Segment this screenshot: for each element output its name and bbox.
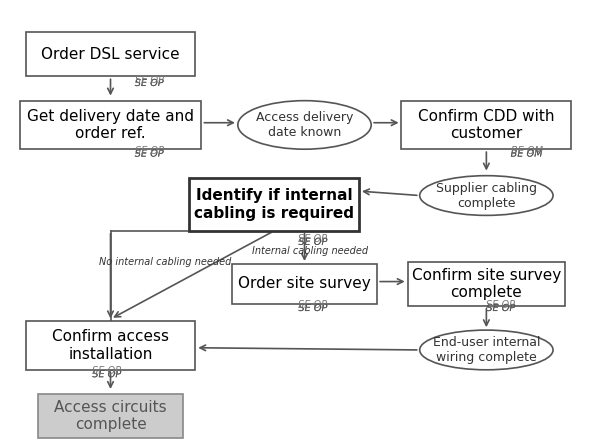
Text: Confirm site survey
complete: Confirm site survey complete bbox=[412, 268, 561, 300]
Text: SE OP: SE OP bbox=[298, 234, 328, 244]
Text: BE OM: BE OM bbox=[510, 149, 543, 159]
FancyBboxPatch shape bbox=[26, 321, 195, 370]
Text: Access delivery
date known: Access delivery date known bbox=[256, 111, 353, 139]
FancyBboxPatch shape bbox=[38, 394, 183, 438]
Text: SE OP: SE OP bbox=[135, 78, 164, 88]
Ellipse shape bbox=[420, 330, 553, 370]
Text: Get delivery date and
order ref.: Get delivery date and order ref. bbox=[27, 109, 194, 141]
FancyBboxPatch shape bbox=[26, 32, 195, 76]
Text: Supplier cabling
complete: Supplier cabling complete bbox=[436, 182, 537, 210]
FancyBboxPatch shape bbox=[232, 264, 377, 304]
Text: SE OP: SE OP bbox=[93, 366, 121, 376]
Text: Identify if internal
cabling is required: Identify if internal cabling is required bbox=[194, 188, 354, 221]
Text: Order DSL service: Order DSL service bbox=[41, 47, 180, 62]
Text: SE OP: SE OP bbox=[135, 146, 164, 155]
Ellipse shape bbox=[238, 101, 371, 149]
Text: Internal cabling needed: Internal cabling needed bbox=[253, 246, 368, 256]
Text: Confirm CDD with
customer: Confirm CDD with customer bbox=[418, 109, 555, 141]
Text: No internal cabling needed: No internal cabling needed bbox=[99, 257, 231, 267]
Text: SE OP: SE OP bbox=[298, 300, 328, 310]
Text: Access circuits
complete: Access circuits complete bbox=[54, 400, 167, 432]
Text: SE OP: SE OP bbox=[298, 303, 328, 313]
Text: Confirm access
installation: Confirm access installation bbox=[52, 329, 169, 362]
Text: SE OP: SE OP bbox=[487, 303, 515, 313]
Text: SE OP: SE OP bbox=[135, 75, 164, 85]
FancyBboxPatch shape bbox=[19, 101, 202, 149]
Text: Order site survey: Order site survey bbox=[238, 276, 371, 291]
Text: SE OP: SE OP bbox=[298, 237, 328, 247]
FancyBboxPatch shape bbox=[407, 262, 565, 306]
Text: SE OP: SE OP bbox=[93, 369, 121, 379]
FancyBboxPatch shape bbox=[189, 178, 359, 231]
Text: BE OM: BE OM bbox=[510, 146, 543, 155]
Text: End-user internal
wiring complete: End-user internal wiring complete bbox=[432, 336, 540, 364]
Ellipse shape bbox=[420, 176, 553, 215]
Text: SE OP: SE OP bbox=[135, 149, 164, 159]
Text: SE OP: SE OP bbox=[487, 300, 515, 310]
FancyBboxPatch shape bbox=[401, 101, 571, 149]
